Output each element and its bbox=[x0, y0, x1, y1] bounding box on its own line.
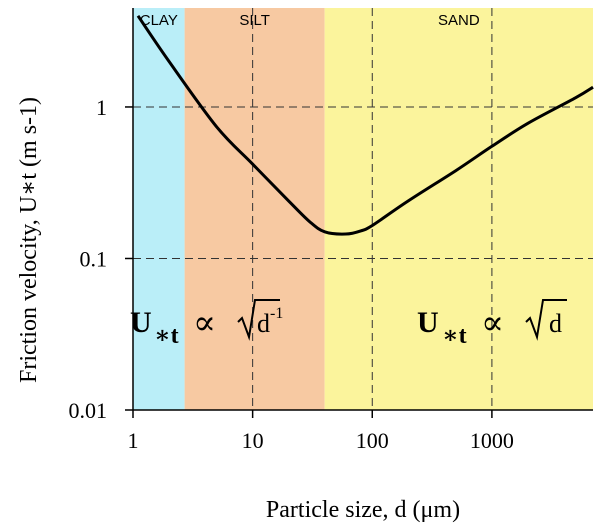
annotation-fine-lhs-sub: ∗t bbox=[154, 323, 179, 349]
region-label-sand: SAND bbox=[438, 12, 480, 29]
annotation-fine-radicand: d bbox=[257, 309, 270, 338]
y-tick-label-0.01: 0.01 bbox=[69, 398, 108, 423]
annotation-coarse-scaling: U ∗t ∝ d bbox=[417, 299, 567, 349]
annotation-fine-lhs: U bbox=[130, 306, 152, 339]
annotation-coarse-radicand: d bbox=[549, 309, 562, 338]
y-tick-label-1: 1 bbox=[96, 95, 107, 120]
annotation-coarse-proportional: ∝ bbox=[481, 305, 504, 342]
soil-regions bbox=[133, 8, 593, 410]
annotation-coarse-lhs-sub: ∗t bbox=[442, 323, 467, 349]
x-tick-label-100: 100 bbox=[356, 428, 389, 453]
grid-lines bbox=[133, 8, 593, 410]
data-series bbox=[136, 14, 594, 236]
annotation-fine-exponent: -1 bbox=[270, 305, 283, 322]
x-tick-label-10: 10 bbox=[242, 428, 264, 453]
region-clay bbox=[133, 8, 185, 410]
x-axis-label: Particle size, d (μm) bbox=[266, 497, 460, 523]
region-label-clay: CLAY bbox=[140, 12, 178, 29]
annotation-coarse-radical bbox=[525, 299, 567, 341]
region-sand bbox=[324, 8, 593, 410]
series-line-threshold-friction-velocity bbox=[136, 14, 594, 236]
region-silt bbox=[184, 8, 325, 410]
y-tick-label-0.1: 0.1 bbox=[80, 246, 108, 271]
annotation-fine-proportional: ∝ bbox=[193, 305, 216, 342]
region-label-silt: SILT bbox=[239, 12, 270, 29]
y-axis-label: Friction velocity, U∗t (m s-1) bbox=[16, 97, 42, 383]
axis-ticks: 1 10 100 1000 0.01 0.1 1 bbox=[69, 95, 514, 453]
annotation-coarse-lhs: U bbox=[417, 306, 439, 339]
annotation-fine-scaling: U ∗t ∝ d -1 bbox=[130, 299, 283, 349]
x-tick-label-1: 1 bbox=[128, 428, 139, 453]
plot-frame bbox=[132, 8, 593, 411]
annotation-fine-radical bbox=[237, 299, 280, 341]
x-tick-label-1000: 1000 bbox=[470, 428, 514, 453]
